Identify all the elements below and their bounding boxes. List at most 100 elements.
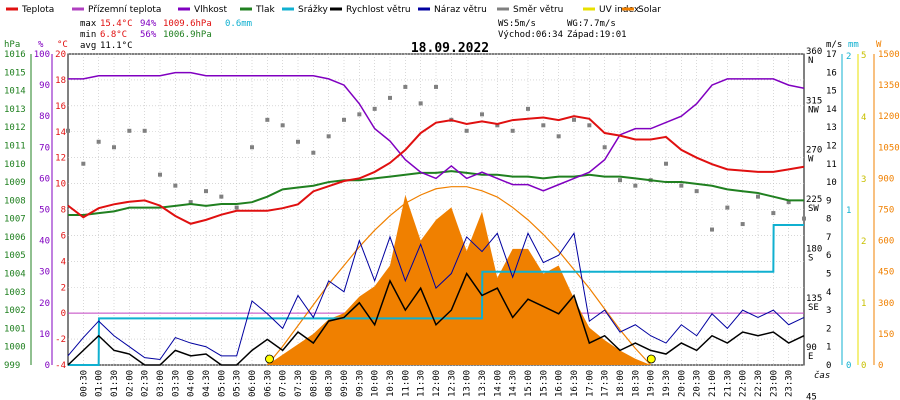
ms-tick-label: 6 bbox=[826, 251, 831, 261]
w-tick-label: 750 bbox=[878, 206, 894, 216]
x-tick-label: 12:00 bbox=[432, 370, 442, 397]
wind-direction-point bbox=[572, 117, 576, 122]
mm-tick-label: 1 bbox=[846, 206, 851, 216]
unit-mm: mm bbox=[848, 40, 859, 50]
stat-rain: 0.6mm bbox=[225, 19, 252, 29]
x-tick-label: 19:30 bbox=[662, 370, 672, 397]
x-tick-label: 20:00 bbox=[677, 370, 687, 397]
ms-tick-label: 4 bbox=[826, 288, 831, 298]
plot-area bbox=[66, 71, 806, 366]
x-tick-label: 21:30 bbox=[723, 370, 733, 397]
c-tick-label: 6 bbox=[61, 231, 66, 241]
hpa-tick-label: 1005 bbox=[4, 251, 26, 261]
c-tick-label: -2 bbox=[55, 335, 66, 345]
pct-tick-label: 60 bbox=[39, 174, 50, 184]
stat-min-hum: 56% bbox=[140, 30, 157, 40]
gust-line bbox=[67, 232, 805, 361]
wind-direction-point bbox=[219, 194, 224, 199]
uv-tick-label: 5 bbox=[861, 51, 866, 61]
wind-direction-point bbox=[556, 134, 561, 139]
stat-avg-temp: 11.1°C bbox=[100, 41, 133, 51]
wind-direction-point bbox=[725, 205, 730, 210]
x-tick-label: 13:00 bbox=[463, 370, 473, 397]
wind-direction-point bbox=[587, 123, 592, 128]
pressure-line bbox=[68, 170, 804, 216]
wind-direction-point bbox=[66, 128, 70, 133]
dir-deg-label: 225 bbox=[806, 195, 822, 205]
stat-avg-label: avg bbox=[80, 41, 96, 51]
dir-name-label: SE bbox=[808, 303, 819, 313]
wind-direction-point bbox=[771, 211, 776, 216]
wind-direction-point bbox=[526, 106, 530, 111]
stat-wg: WG:7.7m/s bbox=[567, 19, 616, 29]
hpa-tick-label: 1002 bbox=[4, 306, 26, 316]
stats-block: max 15.4°C 94% 1009.6hPa 0.6mm min 6.8°C… bbox=[80, 19, 627, 51]
wind-direction-point bbox=[311, 150, 316, 155]
hpa-tick-label: 999 bbox=[4, 361, 20, 371]
w-tick-label: 1200 bbox=[878, 112, 900, 122]
dir-deg-label: 90 bbox=[806, 343, 817, 353]
sun-marker bbox=[265, 354, 274, 364]
legend-label: Rychlost větru bbox=[346, 5, 411, 15]
uv-tick-label: 0 bbox=[861, 361, 866, 371]
ms-tick-label: 1 bbox=[826, 343, 831, 353]
wind-direction-point bbox=[802, 216, 806, 221]
temperature-line bbox=[67, 115, 805, 225]
dir-deg-label: 135 bbox=[806, 294, 822, 304]
wind-direction-point bbox=[664, 161, 668, 166]
c-tick-label: 0 bbox=[61, 309, 66, 319]
pct-tick-label: 50 bbox=[39, 206, 50, 216]
stat-sunset: Západ:19:01 bbox=[567, 30, 627, 40]
x-tick-label: 22:00 bbox=[739, 370, 749, 397]
dir-name-label: N bbox=[808, 56, 813, 66]
x-tick-label: 10:00 bbox=[371, 370, 381, 397]
w-tick-label: 600 bbox=[878, 237, 894, 247]
stat-max-label: max bbox=[80, 19, 97, 29]
pct-tick-label: 70 bbox=[39, 143, 50, 153]
unit-w: W bbox=[876, 40, 882, 50]
wind-direction-point bbox=[188, 200, 193, 205]
hpa-tick-label: 1008 bbox=[4, 196, 26, 206]
wind-direction-point bbox=[403, 84, 408, 89]
wind-direction-point bbox=[786, 200, 791, 205]
hpa-tick-label: 1001 bbox=[4, 324, 26, 334]
w-tick-label: 900 bbox=[878, 174, 894, 184]
c-tick-label: 14 bbox=[55, 128, 66, 138]
hpa-tick-label: 1015 bbox=[4, 68, 26, 78]
dir-name-label: NW bbox=[808, 105, 819, 115]
dir-deg-label: 45 bbox=[806, 393, 817, 400]
right-axes: 360N315NW270W225SW180S135SE90E45NE171615… bbox=[806, 47, 900, 400]
stat-sunrise: Východ:06:34 bbox=[498, 30, 563, 40]
wind-direction-point bbox=[204, 189, 208, 194]
legend-label: Srážky bbox=[298, 5, 329, 15]
humidity-line bbox=[68, 71, 805, 192]
c-tick-label: -4 bbox=[55, 361, 66, 371]
w-tick-label: 300 bbox=[878, 299, 894, 309]
x-tick-label: 01:30 bbox=[110, 370, 120, 397]
ms-tick-label: 17 bbox=[826, 50, 837, 60]
wind-direction-point bbox=[158, 172, 162, 177]
w-tick-label: 150 bbox=[878, 330, 894, 340]
ms-tick-label: 0 bbox=[826, 361, 831, 371]
wind-direction-point bbox=[326, 134, 331, 139]
x-tick-label: 19:00 bbox=[647, 370, 657, 397]
x-tick-label: 23:30 bbox=[785, 370, 795, 397]
x-tick-label: 17:00 bbox=[585, 370, 595, 397]
dir-name-label: SW bbox=[808, 204, 819, 214]
stat-min-label: min bbox=[80, 30, 96, 40]
dir-deg-label: 315 bbox=[806, 96, 822, 106]
x-tick-label: 01:00 bbox=[95, 370, 105, 397]
dir-name-label: W bbox=[808, 155, 814, 165]
w-tick-label: 0 bbox=[878, 361, 883, 371]
wind-direction-point bbox=[679, 183, 684, 188]
wind-speed-line bbox=[67, 271, 805, 366]
x-tick-label: 08:00 bbox=[309, 370, 319, 397]
c-tick-label: 20 bbox=[55, 50, 66, 60]
x-tick-label: 15:30 bbox=[539, 370, 549, 397]
dir-name-label: S bbox=[808, 253, 813, 263]
x-tick-label: 00:30 bbox=[79, 370, 89, 397]
pct-tick-label: 20 bbox=[39, 299, 50, 309]
pct-tick-label: 90 bbox=[39, 81, 50, 91]
x-tick-label: 08:30 bbox=[325, 370, 335, 397]
x-tick-label: 20:30 bbox=[693, 370, 703, 397]
